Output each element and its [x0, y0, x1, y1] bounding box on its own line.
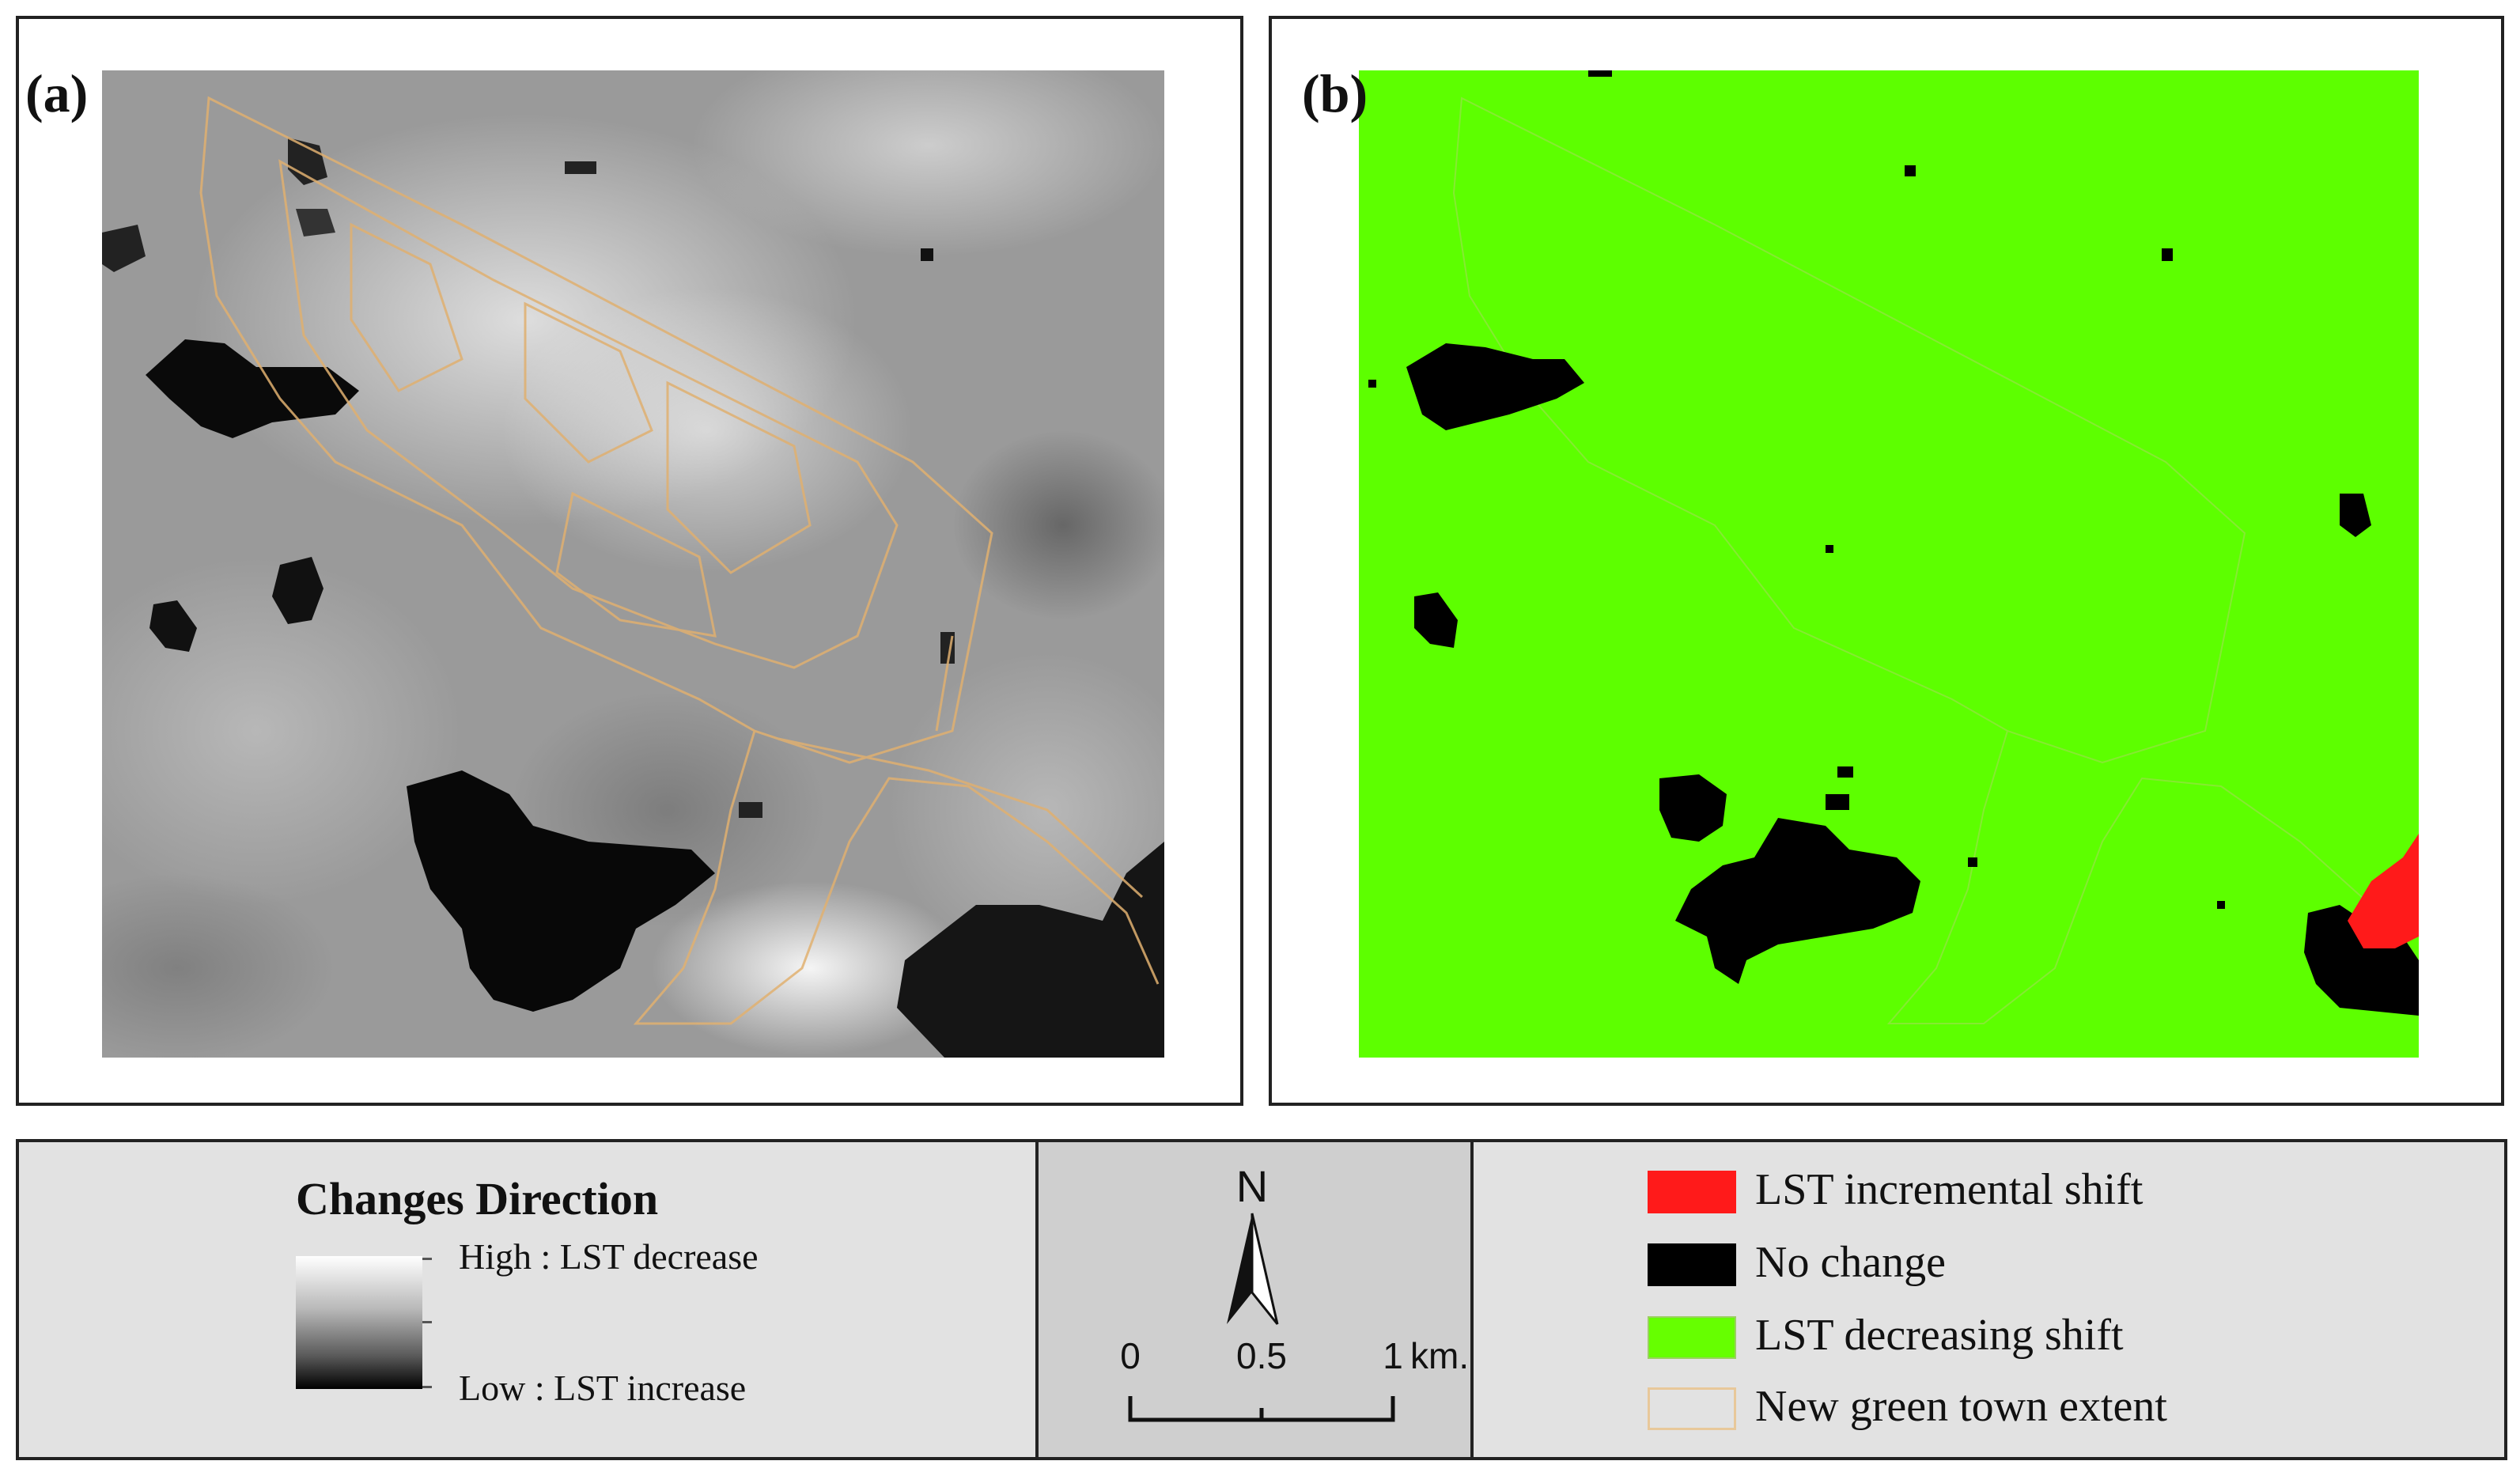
gradient-tick — [422, 1386, 432, 1388]
gradient-high-label: High : LST decrease — [459, 1236, 759, 1277]
no-change-patch — [1368, 380, 1376, 388]
class-label-green-town-extent: New green town extent — [1755, 1382, 2167, 1431]
no-change-patch — [2217, 901, 2225, 909]
scale-unit-label: km. — [1410, 1335, 1469, 1376]
scale-bar: 0 0.5 1 km. — [1120, 1335, 1469, 1422]
panel-b-label: (b) — [1302, 63, 1368, 123]
dark-patch — [288, 138, 327, 185]
dark-patch — [146, 339, 359, 438]
no-change-patch — [2162, 248, 2173, 261]
dark-patch — [102, 225, 146, 272]
dark-patch — [272, 557, 324, 624]
dark-patch — [897, 842, 1164, 1058]
dark-patch — [739, 802, 762, 818]
class-label-no-change: No change — [1755, 1238, 1947, 1287]
no-change-patch — [1905, 165, 1916, 176]
no-change-patch — [1675, 818, 1920, 984]
no-change-patch — [1826, 545, 1833, 553]
legend-box: Changes Direction High : LST decrease Lo… — [16, 1139, 2507, 1460]
panel-b: (b) — [1269, 16, 2504, 1106]
swatch-incremental-shift — [1648, 1171, 1736, 1213]
gradient-tick — [422, 1258, 432, 1260]
no-change-patch — [2340, 494, 2371, 537]
legend-separator — [1470, 1142, 1474, 1457]
panel-a-label: (a) — [25, 63, 89, 123]
no-change-patch — [1406, 343, 1584, 430]
swatch-decreasing-shift — [1648, 1316, 1736, 1359]
dark-patch — [296, 209, 335, 237]
panel-a: (a) — [16, 16, 1243, 1106]
dark-patch — [407, 770, 715, 1012]
dark-patch — [149, 600, 197, 652]
north-scale-section: N 0 0.5 1 km. — [1039, 1142, 1470, 1457]
scale-tick-label-1: 0.5 — [1236, 1335, 1287, 1376]
swatch-green-town-extent — [1648, 1387, 1736, 1430]
no-change-patch — [1837, 766, 1853, 778]
gradient-low-label: Low : LST increase — [459, 1368, 747, 1408]
no-change-patch — [1588, 70, 1612, 77]
class-label-incremental-shift: LST incremental shift — [1755, 1165, 2144, 1214]
class-legend: LST incremental shift No change LST decr… — [1474, 1142, 2504, 1457]
no-change-patch — [1826, 794, 1849, 810]
no-change-patch — [1968, 857, 1977, 867]
north-arrow: N — [1227, 1161, 1279, 1325]
map-a-svg — [102, 70, 1164, 1058]
dark-patch — [921, 248, 933, 261]
raster-b — [1359, 70, 2419, 1058]
dark-patch — [565, 161, 596, 174]
no-change-patch — [1414, 592, 1458, 648]
swatch-no-change — [1648, 1243, 1736, 1286]
scale-tick-label-2: 1 — [1383, 1335, 1403, 1376]
town-extent-outline-a — [199, 96, 1160, 1025]
legend-separator — [1035, 1142, 1039, 1457]
incremental-shift-patch — [2348, 834, 2419, 948]
raster-a — [102, 70, 1164, 1058]
gradient-legend: Changes Direction High : LST decrease Lo… — [19, 1142, 1035, 1457]
scale-tick-label-0: 0 — [1120, 1335, 1141, 1376]
no-change-patch — [1659, 774, 1727, 842]
gradient-tick — [422, 1321, 432, 1323]
gradient-ramp — [296, 1256, 422, 1389]
north-letter: N — [1236, 1161, 1268, 1211]
gradient-legend-title: Changes Direction — [296, 1173, 659, 1224]
class-label-decreasing-shift: LST decreasing shift — [1755, 1311, 2124, 1360]
map-b-svg — [1359, 70, 2419, 1058]
